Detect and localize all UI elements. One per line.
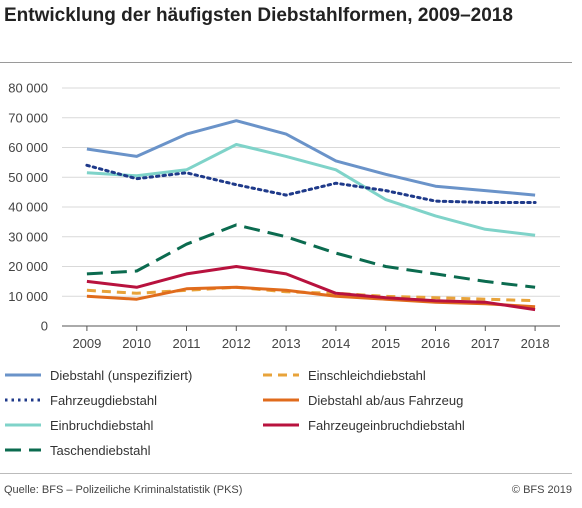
- legend-swatch: [5, 398, 41, 402]
- legend-swatch: [263, 398, 299, 402]
- y-tick-label: 0: [41, 319, 48, 334]
- y-tick-label: 10 000: [8, 289, 48, 304]
- series-line-2: [86, 143, 536, 237]
- title-divider: [0, 62, 572, 63]
- source-note: Quelle: BFS – Polizeiliche Kriminalstati…: [4, 484, 243, 496]
- x-tick-label: 2015: [371, 336, 400, 351]
- line-chart: 0 10 000 20 000 30 000 40 000 50 000 60 000 70 …: [8, 81, 560, 351]
- x-tick-label: 2016: [421, 336, 450, 351]
- legend-swatch: [5, 423, 41, 427]
- chart-legend: Diebstahl (unspezifiziert) Fahrzeugdiebst…: [4, 365, 574, 465]
- series-line-0: [86, 119, 536, 197]
- y-tick-label: 70 000: [8, 110, 48, 125]
- legend-item: Diebstahl (unspezifiziert): [4, 365, 192, 385]
- x-tick-label: 2012: [222, 336, 251, 351]
- legend-item: Taschendiebstahl: [4, 440, 150, 460]
- series-line-3: [86, 223, 536, 289]
- legend-label: Diebstahl (unspezifiziert): [50, 367, 193, 383]
- x-tick-label: 2013: [272, 336, 301, 351]
- legend-item: Einschleichdiebstahl: [262, 365, 426, 385]
- x-tick-label: 2014: [321, 336, 350, 351]
- chart-title: Entwicklung der häufigsten Diebstahlform…: [4, 5, 513, 26]
- legend-label: Fahrzeugdiebstahl: [50, 392, 157, 408]
- legend-label: Einbruchdiebstahl: [50, 417, 154, 433]
- y-tick-label: 80 000: [8, 81, 48, 96]
- legend-item: Einbruchdiebstahl: [4, 415, 153, 435]
- legend-swatch: [5, 448, 41, 452]
- x-tick-label: 2010: [122, 336, 151, 351]
- legend-swatch: [5, 373, 41, 377]
- legend-label: Einschleichdiebstahl: [308, 367, 426, 383]
- series-line-6: [86, 265, 536, 312]
- legend-label: Fahrzeugeinbruchdiebstahl: [308, 417, 465, 433]
- y-tick-label: 60 000: [8, 140, 48, 155]
- y-tick-label: 20 000: [8, 259, 48, 274]
- x-tick-label: 2009: [72, 336, 101, 351]
- legend-item: Fahrzeugdiebstahl: [4, 390, 157, 410]
- series-line-5: [86, 285, 536, 309]
- y-tick-label: 30 000: [8, 229, 48, 244]
- y-tick-label: 40 000: [8, 200, 48, 215]
- footer-divider: [0, 473, 572, 474]
- x-tick-label: 2017: [471, 336, 500, 351]
- legend-item: Fahrzeugeinbruchdiebstahl: [262, 415, 465, 435]
- series-line-1: [85, 163, 537, 204]
- legend-swatch: [263, 423, 299, 427]
- legend-swatch: [263, 373, 299, 377]
- copyright-note: © BFS 2019: [511, 484, 572, 496]
- legend-label: Taschendiebstahl: [50, 442, 151, 458]
- y-tick-label: 50 000: [8, 170, 48, 185]
- x-tick-label: 2011: [173, 336, 201, 351]
- legend-label: Diebstahl ab/aus Fahrzeug: [308, 392, 464, 408]
- x-tick-label: 2018: [521, 336, 550, 351]
- legend-item: Diebstahl ab/aus Fahrzeug: [262, 390, 463, 410]
